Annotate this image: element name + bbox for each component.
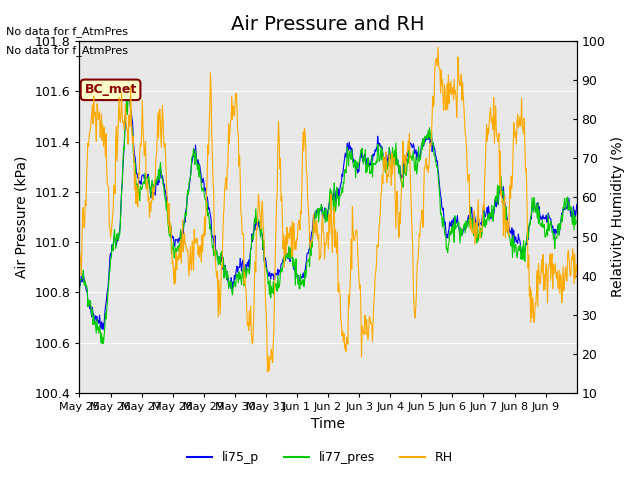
Y-axis label: Relativity Humidity (%): Relativity Humidity (%) (611, 136, 625, 298)
X-axis label: Time: Time (311, 418, 345, 432)
Title: Air Pressure and RH: Air Pressure and RH (231, 15, 425, 34)
Y-axis label: Air Pressure (kPa): Air Pressure (kPa) (15, 156, 29, 278)
Text: No data for f_AtmPres: No data for f_AtmPres (6, 25, 129, 36)
Text: BC_met: BC_met (84, 84, 137, 96)
Legend: li75_p, li77_pres, RH: li75_p, li77_pres, RH (182, 446, 458, 469)
Text: No data for f_AtmPres: No data for f_AtmPres (6, 45, 129, 56)
